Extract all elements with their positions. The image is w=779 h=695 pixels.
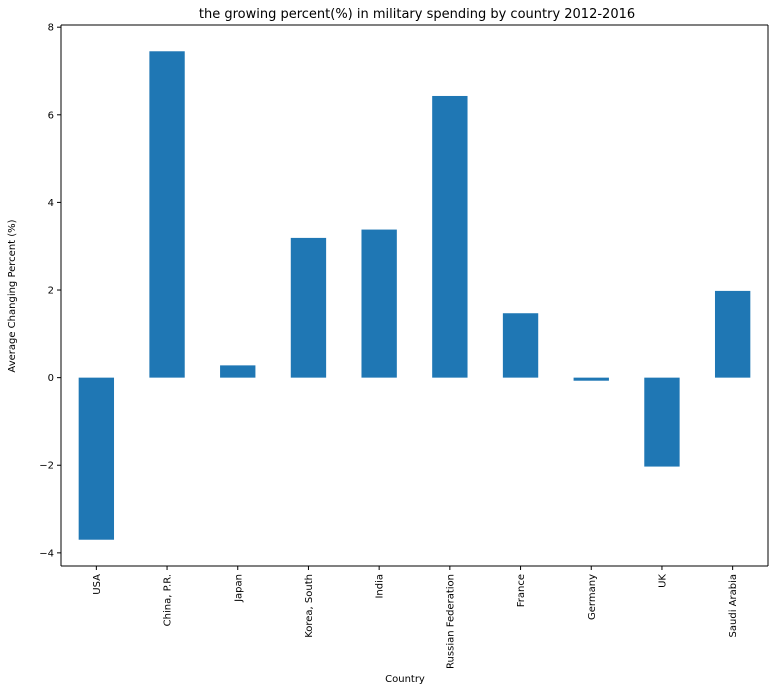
x-tick-label: France	[516, 574, 527, 607]
y-tick-label: −2	[39, 461, 54, 472]
bar-germany	[573, 377, 609, 381]
bar-korea-south	[290, 237, 327, 378]
x-tick-label: India	[375, 574, 386, 599]
y-tick-label: 0	[48, 373, 54, 384]
x-tick-label: China, P.R.	[163, 574, 174, 626]
bar-japan	[220, 365, 256, 378]
x-tick-label: USA	[92, 574, 103, 595]
y-tick-label: 4	[48, 198, 54, 209]
bars-layer	[78, 51, 751, 540]
y-tick-label: 2	[48, 286, 54, 297]
bar-france	[502, 313, 539, 378]
x-tick-label: Germany	[587, 574, 598, 620]
y-ticks: −4 −2 0 2 4 6 8	[39, 23, 61, 559]
bar-uk	[644, 377, 680, 467]
y-tick-label: −4	[39, 548, 54, 559]
bar-usa	[78, 377, 115, 540]
bar-russian-federation	[432, 95, 468, 378]
bar-china-p-r	[149, 51, 185, 378]
x-tick-label: Korea, South	[304, 574, 315, 638]
x-tick-label: Russian Federation	[445, 574, 456, 669]
bar-india	[361, 229, 397, 378]
x-tick-label: Japan	[233, 574, 244, 603]
y-tick-label: 6	[48, 110, 54, 121]
y-axis-label: Average Changing Percent (%)	[7, 219, 18, 372]
bar-saudi-arabia	[714, 290, 751, 378]
x-tick-label: UK	[657, 574, 668, 588]
x-ticks: USA China, P.R. Japan Korea, South India Russ…	[92, 566, 739, 669]
x-axis-label: Country	[385, 674, 425, 685]
y-tick-label: 8	[48, 23, 54, 34]
chart-title: the growing percent(%) in military spend…	[199, 7, 635, 22]
x-tick-label: Saudi Arabia	[728, 574, 739, 637]
